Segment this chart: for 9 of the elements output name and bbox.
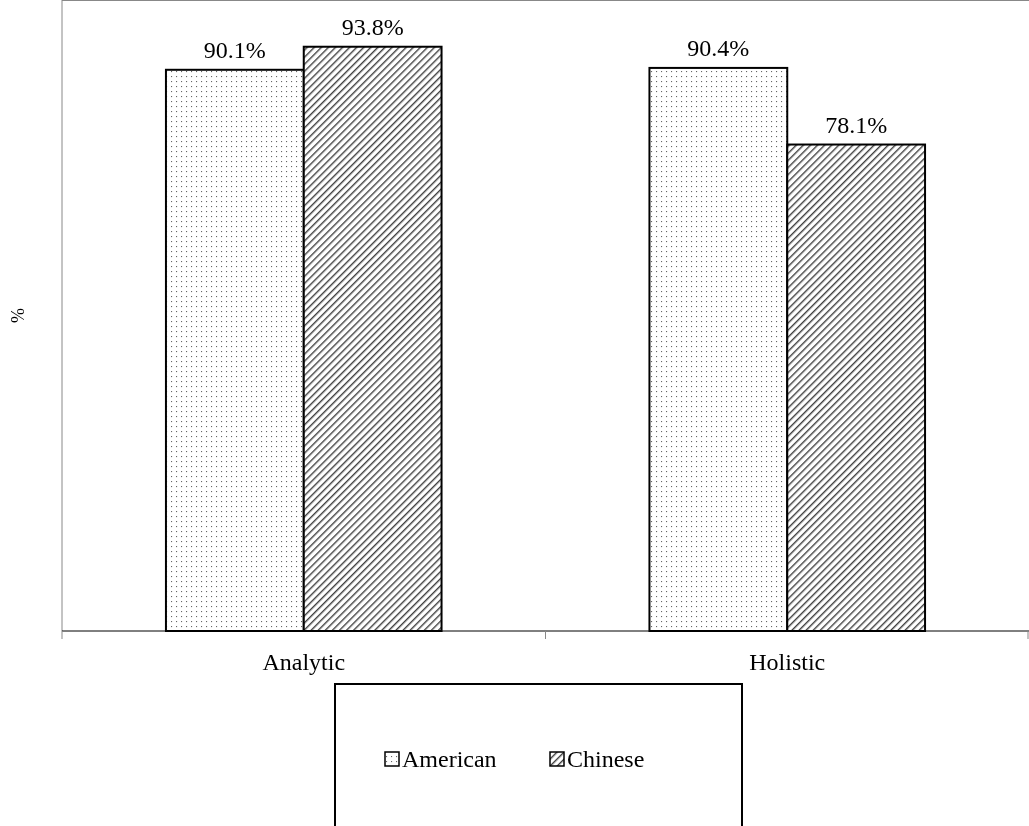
x-tick-label: Analytic <box>262 649 346 675</box>
data-label: 90.1% <box>203 36 266 63</box>
legend-label: American <box>402 746 497 772</box>
x-tick-label: Holistic <box>749 649 826 675</box>
y-axis-title: % <box>8 308 28 323</box>
data-label: 90.4% <box>687 34 750 61</box>
data-label: 78.1% <box>825 111 888 138</box>
data-label: 93.8% <box>341 13 404 40</box>
legend-label: Chinese <box>567 746 645 772</box>
